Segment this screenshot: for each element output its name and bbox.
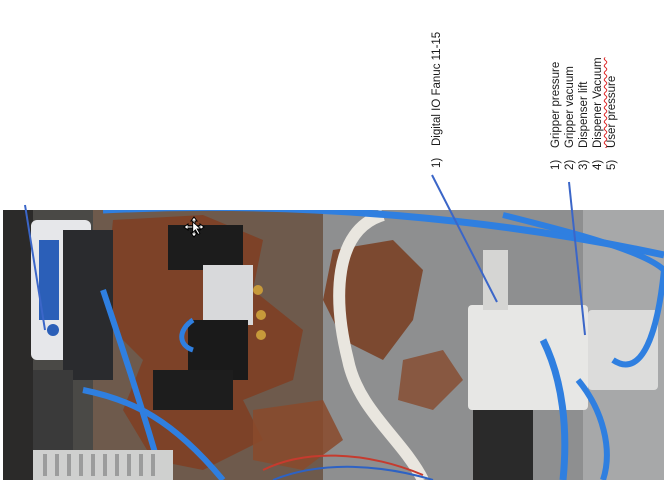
list-item-label: Gripper vacuum [564, 66, 576, 148]
callout-line-digital-io [431, 174, 498, 303]
digital-io-label: Digital IO Fanuc 11-15 [431, 31, 443, 146]
list-item-label: Gripper pressure [550, 61, 562, 148]
list-item-label: User pressure [606, 75, 618, 148]
list-item: 1) Gripper pressure [549, 57, 563, 170]
list-item-number: 1) [550, 159, 562, 170]
callout-line-valves [568, 181, 586, 336]
panel-photo-drawing [3, 210, 664, 480]
digital-io-annotation: 1) Digital IO Fanuc 11-15 [431, 32, 443, 168]
list-item: 2) Gripper vacuum [563, 57, 577, 170]
panel-photo [3, 210, 664, 480]
list-item-label: Dispenser lift [578, 81, 590, 148]
list-item-number: 3) [578, 159, 590, 170]
list-item-label: Dispener Vacuum [592, 57, 604, 148]
list-item: 3) Dispenser lift [577, 57, 591, 170]
valve-function-list: 1)Gripper pressure 2)Gripper vacuum 3)Di… [549, 57, 619, 170]
list-item-number: 4) [592, 159, 604, 170]
digital-io-number: 1) [431, 157, 443, 168]
list-item-number: 2) [564, 159, 576, 170]
list-item: 4) Dispener Vacuum [591, 57, 605, 170]
list-item: 5) User pressure [605, 57, 619, 170]
move-cursor-icon [183, 216, 205, 238]
list-item-number: 5) [606, 159, 618, 170]
callout-line-left [24, 204, 46, 331]
